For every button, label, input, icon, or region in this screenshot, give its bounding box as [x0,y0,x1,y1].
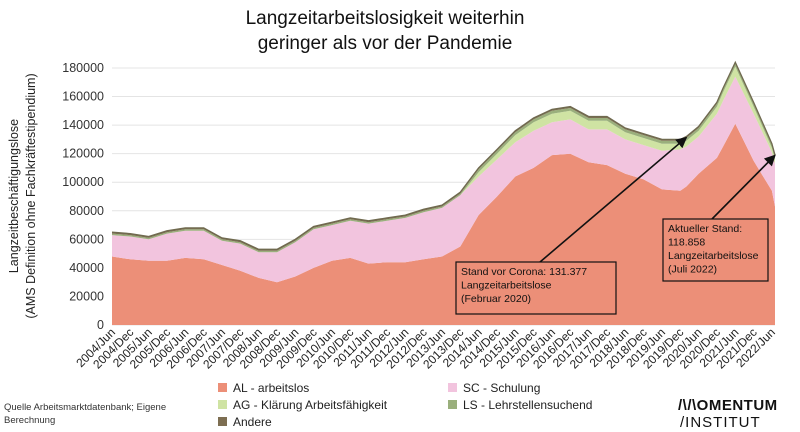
annotation-text: (Juli 2022) [668,264,717,276]
chart-title-line: geringer als vor der Pandemie [258,33,513,54]
source-line: Berechnung [4,415,55,426]
y-tick-label: 60000 [69,232,104,246]
y-tick-label: 120000 [62,147,104,161]
y-tick-label: 160000 [62,90,104,104]
legend: AL - arbeitslos SC - Schulung AG - Klärung… [218,381,592,429]
legend-label: LS - Lehrstellensuchend [463,398,592,412]
y-tick-label: 0 [97,318,104,332]
legend-swatch [448,400,457,409]
chart-title: Langzeitarbeitslosigkeit weiterhin gering… [246,8,525,54]
legend-label: AL - arbeitslos [233,381,309,395]
stacked-areas [111,60,776,325]
annotation-arrow [539,136,688,263]
annotation-text: Langzeitarbeitslose [668,250,759,262]
x-axis-ticks: 2004/Jun2004/Dec2005/Jun2005/Dec2006/Jun… [73,325,778,371]
y-tick-label: 80000 [69,204,104,218]
legend-label: Andere [233,415,272,429]
total-outline [111,60,776,250]
y-axis-label: Langzeitbeschäftigungslose (AMS Definitio… [7,73,38,318]
y-tick-label: 40000 [69,261,104,275]
annotation-text: Langzeitarbeitslose [461,280,552,292]
y-tick-label: 140000 [62,118,104,132]
y-axis-label-line: (AMS Definition ohne Fachkräftestipendiu… [24,73,38,318]
chart-title-line: Langzeitarbeitslosigkeit weiterhin [246,8,525,29]
legend-label: SC - Schulung [463,381,540,395]
legend-label: AG - Klärung Arbeitsfähigkeit [233,398,388,412]
y-axis-ticks: 0 20000 40000 60000 80000 100000 120000 140000 1… [62,61,104,332]
logo-line-2: /INSTITUT [680,414,761,431]
annotation-text: Stand vor Corona: 131.377 [461,266,587,278]
area-sc [112,76,775,283]
legend-swatch [448,383,457,392]
annotation-box [662,218,769,282]
source-note: Quelle Arbeitsmarktdatenbank; Eigene Bere… [4,402,166,426]
y-tick-label: 100000 [62,175,104,189]
annotation-text: 118.858 [668,237,705,249]
y-tick-label: 180000 [62,61,104,75]
y-axis-label-line: Langzeitbeschäftigungslose [7,119,21,273]
logo-line-1: /\/\OMENTUM [678,397,778,414]
annotation-box [455,261,617,315]
y-tick-label: 20000 [69,289,104,303]
legend-swatch [218,383,227,392]
annotation-text: (Februar 2020) [461,293,531,305]
momentum-logo: /\/\OMENTUM/INSTITUT [678,397,778,431]
legend-swatch [218,417,227,426]
legend-swatch [218,400,227,409]
annotations: Stand vor Corona: 131.377 Langzeitarbeits… [455,136,776,315]
annotation-arrow [711,154,776,220]
annotation-text: Aktueller Stand: [668,223,742,235]
source-line: Quelle Arbeitsmarktdatenbank; Eigene [4,402,166,413]
